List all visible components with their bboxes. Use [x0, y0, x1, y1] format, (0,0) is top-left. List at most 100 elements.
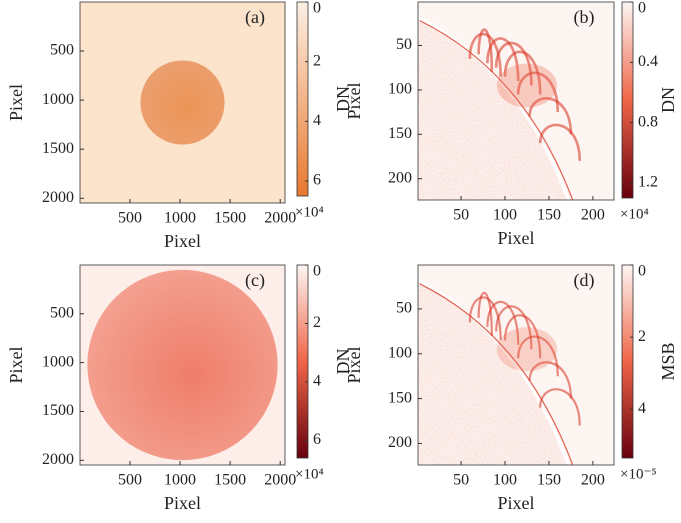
y-axis-label: Pixel [344, 82, 364, 119]
colorbar-tick-label: 6 [313, 172, 321, 189]
coronal-loop [539, 388, 581, 426]
coronal-loop [517, 335, 559, 377]
coronal-loop [468, 32, 502, 77]
colorbar-tick-label: 0 [638, 0, 646, 17]
image [418, 2, 614, 200]
colorbar-tick-label: 0.4 [638, 53, 658, 70]
coronal-loop [486, 37, 520, 82]
coronal-loop [468, 296, 502, 341]
y-tick-label: 1000 [42, 353, 74, 370]
coronal-loop [495, 305, 533, 350]
colorbar-label: DN [658, 87, 678, 113]
x-tick-label: 200 [581, 472, 605, 489]
axes-frame [79, 1, 286, 204]
y-axis-label: Pixel [344, 346, 364, 383]
image [80, 265, 285, 465]
x-tick-label: 200 [581, 207, 605, 224]
panel-label: (a) [245, 7, 265, 28]
y-tick-label: 200 [388, 169, 412, 186]
coronal-loop [494, 41, 533, 86]
colorbar-tick-label: 0 [313, 0, 321, 17]
x-tick-label: 2000 [264, 472, 296, 489]
x-tick-label: 50 [453, 207, 469, 224]
axes-frame [417, 1, 615, 201]
panel-label: (d) [574, 270, 595, 291]
y-tick-label: 500 [50, 304, 74, 321]
coronal-loop [503, 314, 542, 359]
colorbar-label: MSB [658, 342, 678, 380]
y-tick-label: 100 [388, 344, 412, 361]
colorbar-tick-label: 2 [313, 314, 321, 331]
solar-disk [87, 269, 278, 461]
axes-frame [417, 264, 615, 466]
x-tick-label: 500 [118, 472, 142, 489]
colorbar-tick-label: 0.8 [638, 113, 658, 130]
y-tick-label: 1500 [42, 402, 74, 419]
colorbar-exponent: ×10⁴ [295, 204, 324, 220]
image [80, 2, 285, 203]
panel-label: (c) [245, 270, 265, 291]
coronal-loop [477, 291, 493, 336]
y-tick-label: 2000 [42, 451, 74, 468]
panel-label: (b) [574, 7, 595, 28]
colorbar [621, 1, 634, 199]
x-tick-label: 1000 [164, 210, 196, 227]
y-tick-label: 2000 [42, 189, 74, 206]
y-axis-label: Pixel [6, 84, 26, 121]
limb [419, 283, 574, 465]
active-region [496, 63, 557, 108]
y-axis-label: Pixel [6, 346, 26, 383]
coronal-loop [528, 97, 573, 135]
colorbar-label: DN [333, 349, 353, 375]
coronal-loop [516, 71, 560, 113]
x-tick-label: 2000 [264, 210, 296, 227]
x-tick-label: 150 [537, 472, 561, 489]
x-tick-label: 100 [493, 472, 517, 489]
colorbar-tick-label: 0 [638, 263, 646, 280]
limb-glow [418, 15, 570, 200]
y-tick-label: 50 [396, 300, 412, 317]
coronal-loop [538, 123, 582, 161]
colorbar-tick-label: 0 [313, 263, 321, 280]
colorbar-tick-label: 4 [638, 400, 646, 417]
y-tick-label: 50 [396, 36, 412, 53]
x-axis-label: Pixel [497, 493, 534, 513]
y-tick-label: 1000 [42, 91, 74, 108]
y-tick-label: 1500 [42, 140, 74, 157]
colorbar-tick-label: 2 [638, 328, 646, 345]
colorbar-exponent: ×10⁴ [620, 206, 649, 222]
limb-glow [418, 278, 570, 465]
colorbar [296, 1, 309, 197]
colorbar-exponent: ×10⁴ [295, 466, 324, 482]
colorbar [621, 264, 634, 459]
colorbar-label: DN [333, 86, 353, 112]
x-axis-label: Pixel [164, 493, 201, 513]
coronal-loop [477, 28, 494, 73]
coronal-loop [486, 300, 520, 345]
colorbar-tick-label: 2 [313, 52, 321, 69]
colorbar-tick-label: 4 [313, 373, 321, 390]
x-axis-label: Pixel [497, 228, 534, 248]
x-tick-label: 1500 [214, 472, 246, 489]
x-tick-label: 150 [537, 207, 561, 224]
y-tick-label: 150 [388, 125, 412, 142]
x-tick-label: 50 [453, 472, 469, 489]
colorbar-tick-label: 4 [313, 112, 321, 129]
coronal-loop [528, 361, 573, 399]
y-tick-label: 500 [50, 42, 74, 59]
colorbar-tick-label: 6 [313, 431, 321, 448]
colorbar [296, 264, 309, 459]
y-tick-label: 200 [388, 434, 412, 451]
x-axis-label: Pixel [164, 231, 201, 251]
y-tick-label: 100 [388, 81, 412, 98]
active-region [496, 327, 557, 372]
y-tick-label: 150 [388, 389, 412, 406]
coronal-loop [503, 50, 542, 95]
axes-frame [79, 264, 286, 466]
colorbar-exponent: ×10⁻⁵ [620, 466, 657, 482]
x-tick-label: 500 [118, 210, 142, 227]
x-tick-label: 100 [493, 207, 517, 224]
solar-disk [140, 60, 225, 145]
image [418, 265, 614, 465]
